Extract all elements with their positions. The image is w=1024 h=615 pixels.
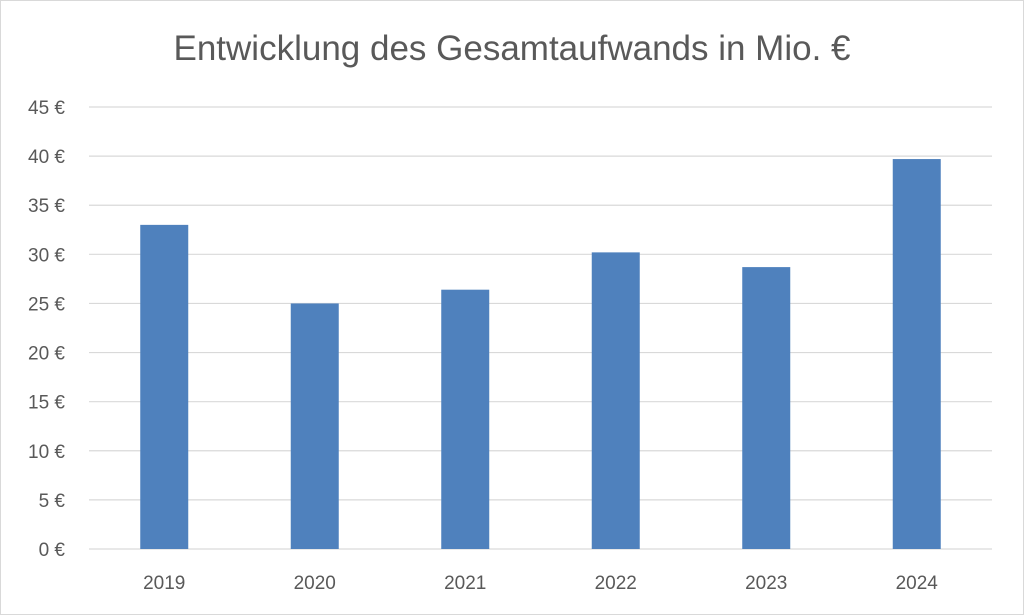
y-tick-label: 20 €	[28, 344, 65, 365]
bar-2019	[140, 224, 189, 549]
x-tick-label: 2021	[444, 573, 486, 594]
gridlines	[89, 106, 992, 550]
y-tick-label: 40 €	[28, 147, 65, 168]
axes: 0 € 5 € 10 € 15 € 20 € 25 € 30 € 35 € 40 € 45 € 20…	[28, 98, 938, 594]
y-tick-label: 15 €	[28, 393, 65, 414]
y-tick-label: 30 €	[28, 245, 65, 266]
y-tick-label: 35 €	[28, 196, 65, 217]
y-tick-label: 10 €	[28, 442, 65, 463]
y-tick-label: 45 €	[28, 98, 65, 119]
bar-2024	[892, 159, 941, 549]
bars	[140, 159, 941, 549]
bar-2020	[290, 303, 339, 549]
chart-title: Entwicklung des Gesamtaufwands in Mio. €	[173, 29, 851, 68]
x-tick-label: 2023	[745, 573, 787, 594]
bar-2022	[591, 252, 640, 549]
x-tick-label: 2024	[896, 573, 939, 594]
bar-2023	[742, 267, 791, 549]
x-tick-label: 2022	[595, 573, 637, 594]
y-tick-label: 0 €	[39, 540, 66, 561]
y-tick-label: 5 €	[39, 491, 66, 512]
x-tick-label: 2020	[294, 573, 336, 594]
bar-2021	[441, 289, 490, 549]
x-tick-label: 2019	[143, 573, 185, 594]
y-tick-label: 25 €	[28, 294, 65, 315]
